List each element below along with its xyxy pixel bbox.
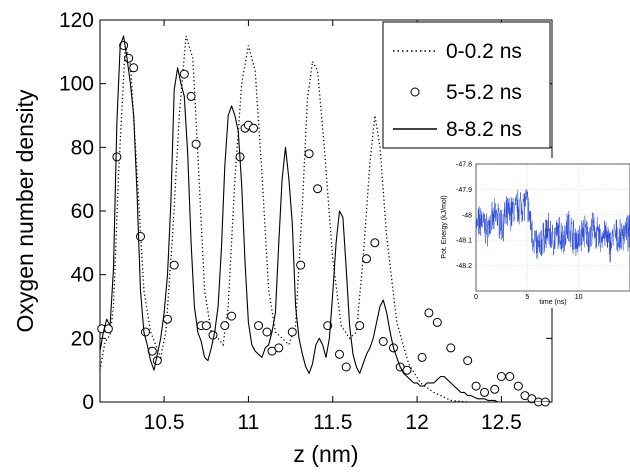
data-point-circle: [186, 91, 196, 101]
main-series-layer: [97, 35, 552, 407]
x-axis-label: z (nm): [293, 441, 358, 467]
inset-background: [432, 158, 630, 308]
data-point-circle: [296, 260, 306, 270]
y-tick-label: 120: [59, 9, 94, 32]
data-point-circle: [313, 184, 323, 194]
data-point-circle: [220, 321, 230, 331]
data-point-circle: [496, 372, 506, 381]
inset-y-tick-label: -48.1: [456, 238, 472, 245]
inset-chart: -47.8 -47.9 -48 -48.1 -48.2 0 5 10 time (ns) P…: [432, 158, 630, 308]
data-point-circle: [480, 387, 489, 397]
inset-series-layer: [475, 189, 630, 263]
inset-plot-frame: [475, 163, 630, 292]
inset-x-tick-label: 5: [525, 294, 529, 301]
data-point-circle: [471, 381, 481, 391]
inset-y-ticks: -47.8 -47.9 -48 -48.1 -48.2: [456, 162, 472, 271]
data-point-circle: [152, 356, 162, 366]
y-tick-label: 20: [71, 327, 94, 350]
data-point-circle: [274, 343, 284, 353]
legend-label-series-1: 0-0.2 ns: [446, 40, 522, 63]
inset-y-tick-label: -47.8: [456, 162, 472, 169]
inset-x-axis-label: time (ns): [539, 299, 566, 306]
data-point-circle: [432, 317, 442, 327]
data-point-circle: [304, 149, 314, 159]
data-point-circle: [249, 123, 258, 133]
main-x-ticks: 10.5 11 11.5 12 12.5: [144, 20, 522, 434]
inset-y-tick-label: -47.9: [456, 187, 472, 194]
data-point-circle: [424, 308, 434, 318]
y-tick-label: 80: [71, 136, 94, 159]
data-point-circle: [341, 362, 351, 372]
inset-x-tick-label: 0: [474, 294, 478, 301]
data-point-circle: [463, 356, 473, 366]
y-axis-label: Oxygen number density: [12, 89, 38, 332]
legend: 0-0.2 ns 5-5.2 ns 8-8.2 ns: [382, 21, 551, 149]
data-point-circle: [201, 321, 211, 331]
y-tick-label: 60: [71, 200, 94, 223]
data-point-circle: [129, 63, 139, 73]
data-point-circle: [370, 238, 380, 248]
data-point-circle: [335, 349, 344, 359]
inset-x-ticks: 0 5 10: [474, 294, 583, 301]
data-point-circle: [490, 384, 500, 394]
data-point-circle: [378, 337, 388, 346]
legend-label-series-2: 5-5.2 ns: [446, 81, 522, 104]
legend-label-series-3: 8-8.2 ns: [446, 118, 522, 141]
inset-y-tick-label: -48.2: [456, 263, 472, 270]
x-tick-label: 11.5: [313, 411, 352, 434]
data-point-circle: [179, 69, 189, 79]
legend-circle-marker: [410, 87, 420, 97]
data-point-circle: [112, 152, 122, 162]
data-point-circle: [163, 314, 172, 324]
inset-energy-trace: [475, 189, 630, 263]
data-point-circle: [355, 321, 365, 331]
data-point-circle: [417, 352, 427, 362]
x-tick-label: 11: [238, 411, 260, 434]
data-point-circle: [254, 321, 263, 331]
data-point-circle: [227, 311, 237, 321]
inset-x-tick-label: 10: [575, 294, 583, 301]
inset-y-axis-label: Pot. Energy (kJ/mol): [441, 195, 448, 258]
data-point-circle: [141, 327, 150, 337]
legend-box: [382, 21, 551, 149]
data-point-circle: [103, 324, 113, 334]
y-tick-label: 0: [82, 391, 94, 414]
main-y-ticks: 0 20 40 60 80 100 120: [59, 9, 552, 414]
x-tick-label: 12: [405, 411, 428, 434]
inset-y-tick-label: -48: [462, 212, 472, 219]
data-point-circle: [262, 327, 272, 337]
y-tick-label: 40: [71, 264, 94, 287]
data-point-circle: [513, 381, 523, 391]
y-tick-label: 100: [59, 73, 94, 96]
data-point-circle: [191, 139, 201, 149]
series-line-dotted: [100, 35, 468, 402]
data-point-circle: [505, 372, 515, 381]
series-line-solid: [100, 35, 552, 402]
data-point-circle: [136, 232, 145, 241]
x-tick-label: 10.5: [144, 411, 185, 434]
data-point-circle: [124, 53, 134, 63]
data-point-circle: [402, 365, 412, 375]
x-tick-label: 12.5: [481, 411, 522, 434]
data-point-circle: [169, 260, 179, 270]
data-point-circle: [362, 254, 371, 264]
data-point-circle: [446, 343, 456, 353]
data-point-circle: [287, 327, 297, 337]
